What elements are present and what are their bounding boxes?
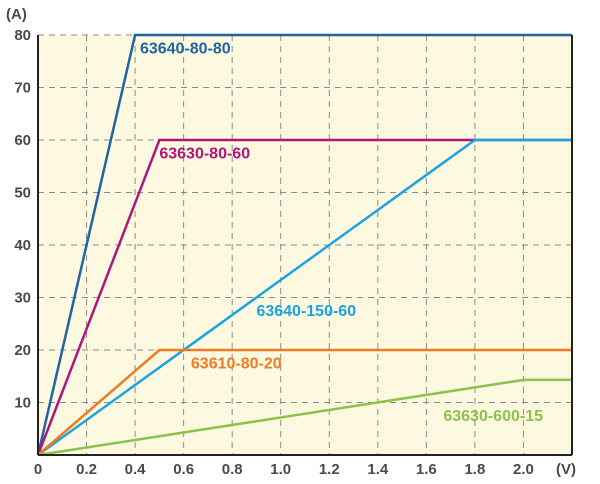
x-tick-label: 0.8 (222, 461, 243, 478)
y-tick-label: 70 (14, 80, 31, 97)
x-tick-label: 0 (34, 461, 42, 478)
x-tick-label: 0.2 (76, 461, 97, 478)
series-lines (36, 33, 572, 457)
x-tick-label: 1.4 (367, 461, 389, 478)
series-line-63630-80-60 (36, 138, 572, 456)
x-tick-label: 1.0 (270, 461, 291, 478)
y-tick-label: 20 (14, 342, 31, 359)
series-line-63630-600-15 (37, 378, 572, 457)
y-tick-label: 40 (14, 237, 31, 254)
axes (37, 35, 573, 456)
y-tick-label: 50 (14, 185, 31, 202)
series-label-63640-80-80: 63640-80-80 (140, 40, 231, 57)
y-axis-unit-label: (A) (6, 6, 27, 23)
x-tick-label: 1.6 (416, 461, 437, 478)
series-line-63610-80-20 (37, 348, 572, 456)
series-line-63640-80-80 (36, 33, 572, 456)
x-tick-label: 1.2 (319, 461, 340, 478)
series-label-63630-80-60: 63630-80-60 (159, 145, 250, 162)
x-tick-label: 1.8 (464, 461, 485, 478)
y-tick-label: 80 (14, 27, 31, 44)
x-tick-label: 0.4 (125, 461, 147, 478)
y-tick-label: 60 (14, 132, 31, 149)
x-tick-label: 2.0 (513, 461, 534, 478)
tick-labels: 0 0.2 0.4 0.6 0.8 1.0 1.2 1.4 1.6 1.8 2.0 10 20 30 40 5… (14, 27, 534, 478)
x-tick-label: 0.6 (173, 461, 194, 478)
series-label-63640-150-60: 63640-150-60 (256, 303, 356, 320)
y-tick-label: 10 (14, 395, 31, 412)
x-axis-unit-label: (V) (556, 461, 576, 478)
series-labels: 63640-80-80 63630-80-60 63640-150-60 63610-… (140, 40, 543, 425)
series-label-63610-80-20: 63610-80-20 (191, 355, 282, 372)
series-label-63630-600-15: 63630-600-15 (443, 408, 543, 425)
y-tick-label: 30 (14, 290, 31, 307)
